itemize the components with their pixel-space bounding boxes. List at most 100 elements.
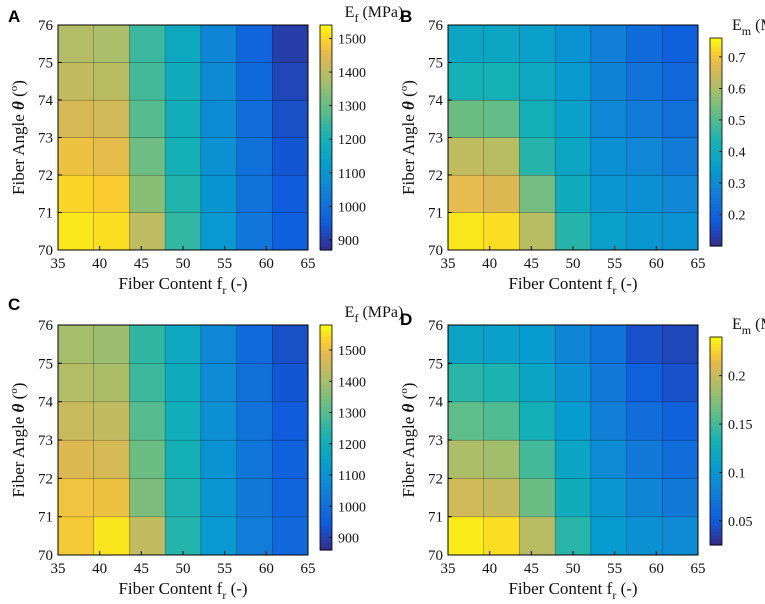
colorbar-segment [320, 102, 332, 107]
colorbar-segment [320, 158, 332, 163]
heatmap-cell [164, 439, 202, 479]
x-tick-label: 55 [217, 561, 232, 577]
colorbar-tick-label: 0.05 [728, 515, 753, 530]
colorbar-segment [320, 67, 332, 72]
heatmap-cell [93, 324, 130, 364]
x-tick-label: 35 [441, 256, 456, 272]
colorbar-segment [710, 129, 722, 133]
colorbar-segment [320, 214, 332, 219]
colorbar-segment [320, 441, 332, 446]
colorbar-segment [710, 346, 722, 351]
colorbar-segment [320, 35, 332, 40]
colorbar-segment [710, 83, 722, 88]
colorbar-tick-label: 900 [338, 234, 359, 249]
colorbar-segment [710, 99, 722, 104]
heatmap-cell [164, 478, 202, 518]
colorbar-segment [320, 211, 332, 216]
heatmap-cell [271, 516, 309, 556]
colorbar-segment [710, 405, 722, 410]
colorbar-segment [710, 203, 722, 208]
colorbar-segment [710, 44, 722, 49]
heatmap-cell [200, 99, 238, 139]
heatmap-cell [661, 363, 699, 403]
x-tick-label: 65 [301, 256, 316, 272]
colorbar-tick-label: 1000 [338, 500, 366, 515]
colorbar-segment [710, 158, 722, 163]
heatmap-cell [626, 24, 663, 64]
heatmap-cell [519, 24, 556, 64]
x-tick-label: 40 [482, 256, 497, 272]
colorbar-tick-label: 0.7 [728, 51, 746, 66]
colorbar-segment [320, 197, 332, 202]
heatmap-cell [554, 439, 592, 479]
heatmap-cell [661, 62, 699, 101]
colorbar-segment [320, 60, 332, 65]
heatmap-cell [447, 363, 485, 403]
colorbar-segment [710, 184, 722, 189]
colorbar-segment [710, 506, 722, 510]
colorbar-segment [320, 483, 332, 488]
colorbar-tick-label: 1400 [338, 375, 366, 390]
colorbar-segment [320, 472, 332, 477]
y-tick-label: 75 [38, 356, 53, 372]
y-axis-title: Fiber Angle θ (o) [398, 80, 418, 195]
heatmap-cell [661, 439, 699, 479]
heatmap-cell [661, 99, 699, 139]
heatmap-cell [661, 516, 699, 556]
colorbar-segment [710, 80, 722, 85]
heatmap-cell [554, 24, 592, 64]
colorbar-segment [320, 112, 332, 118]
colorbar-tick-label: 1500 [338, 32, 366, 47]
colorbar-segment [710, 223, 722, 228]
heatmap-cell [590, 99, 628, 139]
y-tick-label: 73 [428, 131, 443, 147]
heatmap-cell [57, 401, 95, 441]
heatmap-cell [271, 99, 309, 139]
x-tick-label: 40 [482, 561, 497, 577]
x-tick-label: 50 [176, 256, 191, 272]
heatmap-cell [164, 174, 202, 214]
heatmap-cell [164, 24, 202, 64]
heatmap-cell [554, 174, 592, 214]
heatmap-cell [554, 137, 592, 176]
heatmap-cells [57, 24, 309, 251]
colorbar-tick-label: 1300 [338, 100, 366, 115]
colorbar-segment [710, 535, 722, 540]
x-tick-label: 45 [524, 561, 539, 577]
colorbar-segment [320, 532, 332, 537]
x-tick-label: 40 [92, 256, 107, 272]
x-tick-label: 50 [566, 256, 581, 272]
colorbar-segment [320, 179, 332, 184]
heatmap-cell [93, 478, 130, 518]
y-tick-label: 75 [428, 356, 443, 372]
colorbar-segment [320, 469, 332, 474]
heatmap-cell [200, 137, 238, 176]
heatmap-cell [483, 401, 520, 441]
colorbar-segment [710, 515, 722, 520]
colorbar-segment [710, 447, 722, 452]
colorbar-segment [710, 541, 722, 546]
colorbar-tick-label: 0.15 [728, 418, 753, 433]
colorbar-segment [710, 47, 722, 52]
heatmap-cell [164, 212, 202, 251]
colorbar-segment [320, 332, 332, 337]
colorbar-segment [320, 169, 332, 174]
x-tick-label: 35 [51, 256, 66, 272]
colorbar-segment [710, 70, 722, 75]
colorbar-segment [320, 221, 332, 226]
colorbar-segment [710, 151, 722, 156]
colorbar-segment [710, 392, 722, 397]
heatmap-cell [57, 137, 95, 176]
colorbar-segment [710, 532, 722, 536]
heatmap-cell [661, 324, 699, 364]
colorbar-segment [710, 73, 722, 78]
colorbar-segment [710, 174, 722, 179]
colorbar-segment [320, 186, 332, 191]
heatmap-cell [271, 478, 309, 518]
panel-b: B 35 40 45 50 55 60 65 70 71 72 73 74 75 76 Fiber Conte… [398, 7, 765, 297]
colorbar-segment [710, 229, 722, 234]
colorbar-segment [710, 64, 722, 68]
colorbar-segment [710, 155, 722, 159]
colorbar-segment [710, 418, 722, 423]
heatmap-cell [519, 439, 556, 479]
